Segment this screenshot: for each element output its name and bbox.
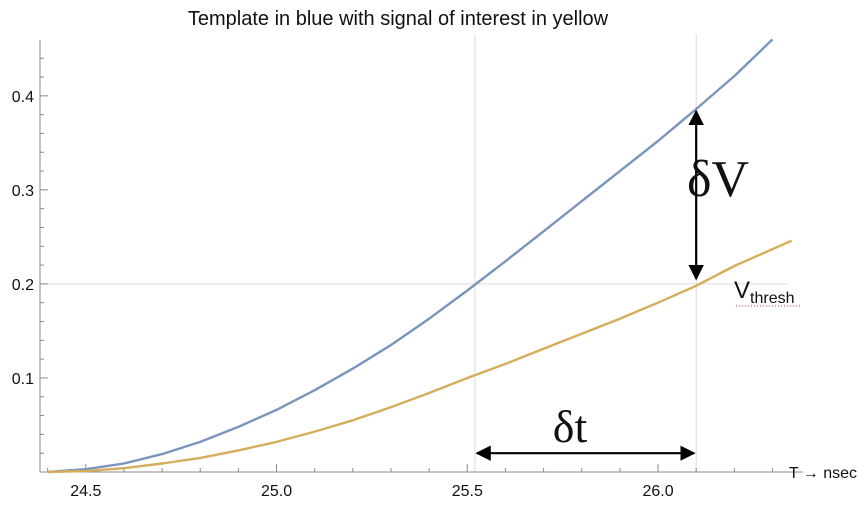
y-tick-label: 0.3 — [12, 183, 34, 200]
axes — [39, 40, 803, 473]
y-tick-label: 0.4 — [12, 89, 34, 106]
y-tick-label: 0.2 — [12, 277, 34, 294]
chart-title: Template in blue with signal of interest… — [188, 8, 609, 30]
threshold-label-main: V — [734, 277, 750, 304]
series-line-1 — [47, 239, 793, 474]
delta-v-label: δV — [687, 151, 749, 208]
threshold-label: Vthresh — [734, 277, 794, 307]
delta-t-label: δt — [553, 401, 588, 452]
series-lines — [47, 38, 793, 474]
x-axis-label: T → nsec — [789, 465, 857, 482]
annotations — [475, 109, 704, 461]
grid-lines — [40, 34, 788, 472]
x-tick-label: 25.5 — [452, 483, 483, 500]
y-tick-label: 0.1 — [12, 371, 34, 388]
x-tick-label: 26.0 — [642, 483, 673, 500]
series-line-0 — [47, 38, 774, 474]
x-tick-label: 24.5 — [70, 483, 101, 500]
x-tick-label: 25.0 — [261, 483, 292, 500]
threshold-label-sub: thresh — [750, 290, 794, 307]
ticks: 24.5 25.0 25.5 26.0 0.1 0.2 0.3 0.4 — [12, 57, 773, 500]
